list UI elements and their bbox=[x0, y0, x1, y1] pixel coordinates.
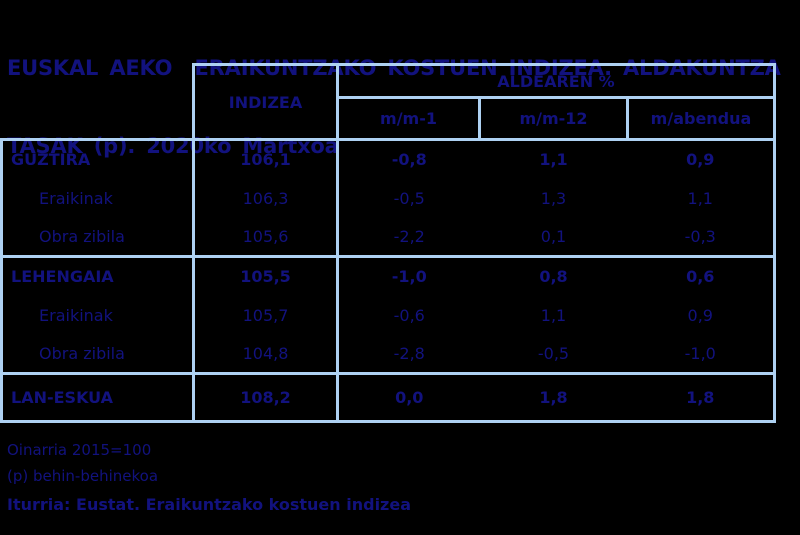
row-label: Eraikinak bbox=[0, 295, 194, 335]
table-row-lehengaia-eraikinak: Eraikinak 105,7 -0,6 1,1 0,9 bbox=[0, 295, 776, 335]
column-header-mm1: m/m-1 bbox=[336, 96, 481, 141]
cell-mm12: 1,1 bbox=[479, 138, 628, 179]
cell-mabendua: 0,9 bbox=[627, 295, 776, 335]
table-row-lehengaia-obra-zibila: Obra zibila 104,8 -2,8 -0,5 -1,0 bbox=[0, 334, 776, 374]
column-header-mm12: m/m-12 bbox=[478, 96, 629, 141]
header-row-sub: m/m-1 m/m-12 m/abendua bbox=[2, 96, 776, 141]
cell-mm1: -0,6 bbox=[393, 305, 425, 325]
table-row-guztira-eraikinak: Eraikinak 106,3 -0,5 1,3 1,1 bbox=[0, 178, 776, 218]
cell-mabendua: -0,3 bbox=[627, 217, 776, 257]
cell-indizea: 105,7 bbox=[192, 295, 339, 335]
cell-indizea: 106,3 bbox=[192, 178, 339, 218]
cell-mm1: -2,8 bbox=[393, 343, 425, 363]
table-row-lan-eskua: LAN-ESKUA 108,2 0,0 1,8 1,8 bbox=[0, 372, 776, 423]
cell-indizea: 108,2 bbox=[192, 372, 339, 423]
corner-cell bbox=[2, 65, 194, 140]
cell-mm12: 1,1 bbox=[540, 305, 567, 325]
cell-mabendua: 1,8 bbox=[627, 372, 776, 423]
cell-mabendua: -1,0 bbox=[627, 334, 776, 374]
row-label: Obra zibila bbox=[0, 334, 194, 374]
cell-mm12: 0,1 bbox=[540, 226, 567, 246]
cell-indizea: 105,5 bbox=[192, 255, 339, 296]
table-row-lehengaia: LEHENGAIA 105,5 -1,0 0,8 0,6 bbox=[0, 255, 776, 296]
header-row-group: INDIZEA ALDEAREN % bbox=[2, 63, 776, 141]
cell-mabendua: 1,1 bbox=[627, 178, 776, 218]
cell-mabendua: 0,6 bbox=[627, 255, 776, 296]
table-row-guztira-obra-zibila: Obra zibila 105,6 -2,2 0,1 -0,3 bbox=[0, 217, 776, 257]
cell-mm1: -2,2 bbox=[393, 226, 425, 246]
cell-mm1: 0,0 bbox=[337, 372, 480, 423]
cell-indizea: 106,1 bbox=[192, 138, 339, 179]
column-header-indizea: INDIZEA bbox=[192, 63, 339, 141]
cell-mm1: -0,8 bbox=[337, 138, 480, 179]
cell-indizea: 104,8 bbox=[192, 334, 339, 374]
footnotes: Oinarria 2015=100 (p) behin-behinekoa It… bbox=[7, 437, 411, 518]
row-label: LEHENGAIA bbox=[0, 255, 194, 296]
cell-mm12: 1,3 bbox=[540, 188, 567, 208]
row-label: GUZTIRA bbox=[0, 138, 194, 179]
cost-index-table: INDIZEA ALDEAREN % m/m-1 m/m-12 m/abendu… bbox=[0, 63, 776, 423]
table-row-guztira: GUZTIRA 106,1 -0,8 1,1 0,9 bbox=[0, 138, 776, 179]
row-label: Obra zibila bbox=[0, 217, 194, 257]
row-label: Eraikinak bbox=[0, 178, 194, 218]
cell-mm1: -1,0 bbox=[337, 255, 480, 296]
row-label: LAN-ESKUA bbox=[0, 372, 194, 423]
cell-indizea: 105,6 bbox=[192, 217, 339, 257]
cell-mm1: -0,5 bbox=[393, 188, 425, 208]
footnote-provisional: (p) behin-behinekoa bbox=[7, 467, 159, 485]
cell-mm12: 0,8 bbox=[479, 255, 628, 296]
cell-mm12: -0,5 bbox=[537, 343, 570, 363]
footnote-source: Iturria: Eustat. Eraikuntzako kostuen in… bbox=[7, 495, 412, 514]
column-header-mabendua: m/abendua bbox=[626, 96, 776, 141]
footnote-base: Oinarria 2015=100 bbox=[7, 441, 152, 459]
cell-mabendua: 0,9 bbox=[627, 138, 776, 179]
cell-mm12: 1,8 bbox=[479, 372, 628, 423]
column-group-header-aldearen: ALDEAREN % bbox=[336, 63, 776, 99]
